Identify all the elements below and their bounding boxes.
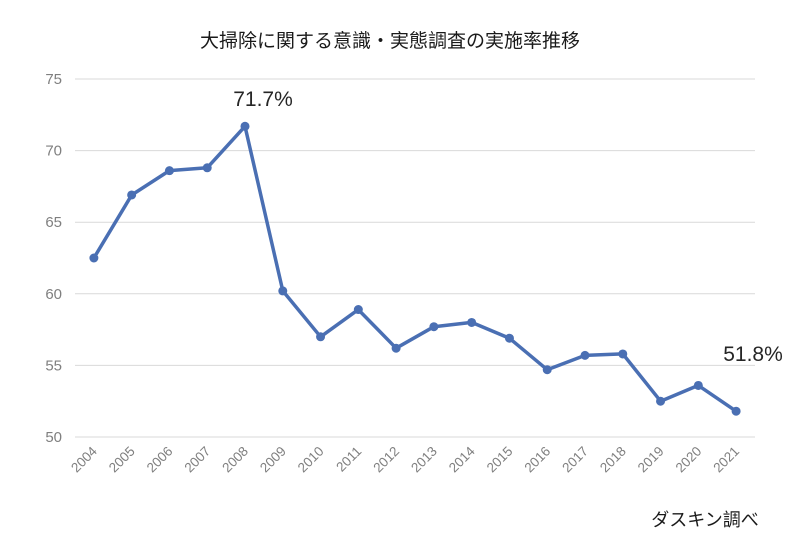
y-axis-ticks: 50 55 60 65 70 75 xyxy=(45,71,62,446)
x-tick-label: 2008 xyxy=(219,444,251,476)
y-tick-label: 55 xyxy=(45,357,62,374)
data-point xyxy=(353,305,363,315)
data-point xyxy=(618,349,628,359)
data-point xyxy=(240,121,250,131)
x-tick-label: 2011 xyxy=(333,444,364,475)
source-note: ダスキン調べ xyxy=(651,510,758,531)
data-point xyxy=(542,365,552,375)
x-tick-label: 2016 xyxy=(521,444,553,476)
x-tick-label: 2006 xyxy=(144,444,176,476)
data-point xyxy=(467,317,477,327)
data-point xyxy=(89,253,99,263)
data-point xyxy=(656,396,666,406)
annotations: 71.7% 51.8% xyxy=(233,88,783,366)
y-tick-label: 70 xyxy=(45,143,62,160)
x-tick-label: 2018 xyxy=(597,444,629,476)
x-tick-label: 2017 xyxy=(559,444,591,476)
data-label: 71.7% xyxy=(233,88,293,111)
y-tick-label: 75 xyxy=(45,71,62,88)
x-tick-label: 2010 xyxy=(295,444,327,476)
x-tick-label: 2007 xyxy=(181,444,213,476)
data-point xyxy=(202,163,212,173)
x-tick-label: 2004 xyxy=(68,443,100,475)
data-point xyxy=(316,332,326,342)
chart-title: 大掃除に関する意識・実態調査の実施率推移 xyxy=(200,30,580,52)
data-point xyxy=(391,343,401,353)
x-tick-label: 2015 xyxy=(484,444,516,476)
data-point xyxy=(127,190,137,200)
data-point xyxy=(278,286,288,296)
y-tick-label: 65 xyxy=(45,214,62,231)
y-tick-label: 50 xyxy=(45,429,62,446)
x-axis-ticks: 2004 2005 2006 2007 2008 2009 2010 2011 2012 2013… xyxy=(68,443,742,475)
data-point xyxy=(693,380,703,390)
data-label: 51.8% xyxy=(723,343,783,366)
gridlines xyxy=(75,78,755,438)
x-tick-label: 2009 xyxy=(257,444,289,476)
x-tick-label: 2014 xyxy=(446,443,478,475)
data-point xyxy=(164,166,174,176)
x-tick-label: 2019 xyxy=(635,444,667,476)
data-points xyxy=(89,121,741,416)
x-tick-label: 2012 xyxy=(370,444,402,476)
x-tick-label: 2005 xyxy=(106,444,138,476)
x-tick-label: 2021 xyxy=(710,444,742,476)
data-point xyxy=(580,350,590,360)
y-tick-label: 60 xyxy=(45,286,62,303)
x-tick-label: 2013 xyxy=(408,444,440,476)
data-point xyxy=(504,333,514,343)
data-point xyxy=(429,322,439,332)
series-line xyxy=(92,124,738,413)
x-tick-label: 2020 xyxy=(673,444,705,476)
data-point xyxy=(731,406,741,416)
